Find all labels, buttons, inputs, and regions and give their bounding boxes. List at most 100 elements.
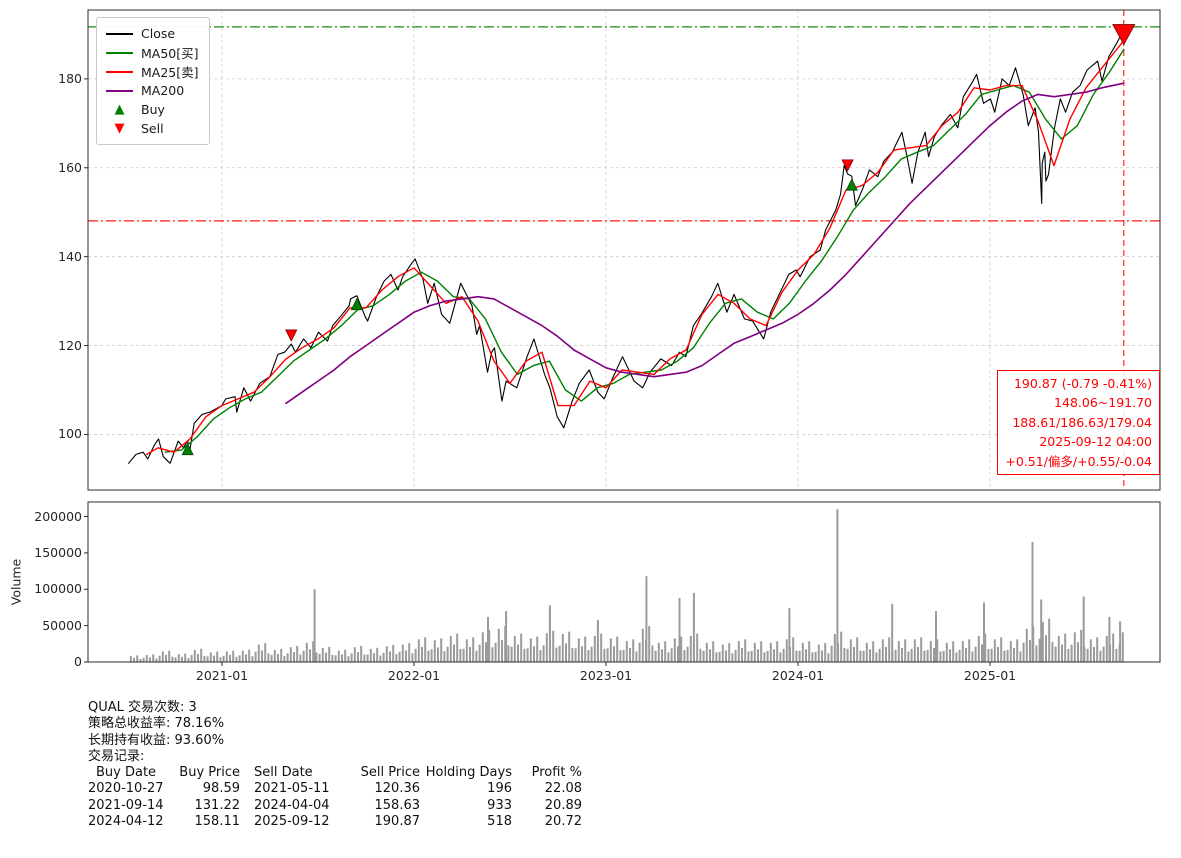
annotation-line: 188.61/186.63/179.04 bbox=[1012, 414, 1152, 430]
stats-block: QUAL 交易次数: 3 策略总收益率: 78.16% 长期持有收益: 93.6… bbox=[88, 700, 582, 830]
price-ytick-label: 160 bbox=[58, 159, 82, 175]
volume-spike-bar bbox=[891, 603, 894, 662]
legend-item-ma25: MA25[卖] bbox=[106, 62, 199, 81]
trade-table-cell: 190.87 bbox=[374, 814, 421, 830]
trade-table-cell: 518 bbox=[487, 814, 512, 830]
trade-table-cell: 2025-09-12 bbox=[254, 814, 330, 830]
legend-label: Buy bbox=[141, 102, 165, 117]
sell-triangle-icon: ▼ bbox=[114, 121, 125, 136]
date-xtick-label: 2025-01 bbox=[963, 668, 1017, 683]
volume-spike-bar bbox=[645, 576, 648, 662]
price-ytick-label: 180 bbox=[58, 70, 82, 86]
ma25-line-swatch bbox=[106, 70, 133, 73]
trade-table-header: Buy Date Buy Price Sell Date Sell Price Hold… bbox=[88, 765, 582, 781]
volume-spike-bar bbox=[1108, 616, 1111, 662]
trade-table-cell: 120.36 bbox=[374, 781, 421, 797]
trade-table-header-cell: Buy Date bbox=[96, 765, 157, 781]
volume-spike-bar bbox=[1040, 599, 1043, 662]
date-xtick-label: 2024-01 bbox=[771, 668, 825, 683]
trade-table-cell: 22.08 bbox=[544, 781, 582, 797]
annotation-line: 190.87 (-0.79 -0.41%) bbox=[1013, 376, 1152, 391]
trade-table-cell: 2024-04-04 bbox=[254, 797, 330, 813]
sell-marker bbox=[841, 159, 854, 172]
volume-spike-bar bbox=[935, 611, 937, 662]
ma50-line-swatch bbox=[106, 51, 133, 54]
price-annotation: 190.87 (-0.79 -0.41%) 148.06~191.70 188.… bbox=[997, 370, 1160, 476]
sell-marker bbox=[1112, 24, 1136, 46]
trade-table-row: 2020-10-27 98.59 2021-05-11 120.36 196 22.08 bbox=[88, 781, 582, 797]
trade-table-cell: 933 bbox=[487, 797, 512, 813]
trade-table-cell: 2024-04-12 bbox=[88, 814, 164, 830]
trade-table-header-cell: Holding Days bbox=[425, 765, 512, 781]
legend-item-sell: ▼ Sell bbox=[106, 119, 199, 138]
trade-table-header-cell: Sell Price bbox=[360, 765, 420, 781]
annotation-line: 2025-09-12 04:00 bbox=[1039, 434, 1152, 450]
legend-item-ma50: MA50[买] bbox=[106, 43, 199, 62]
trade-table-header-cell: Sell Date bbox=[254, 765, 313, 781]
buy-triangle-icon: ▲ bbox=[114, 102, 125, 117]
volume-ytick-label: 200000 bbox=[34, 508, 82, 524]
trade-table-cell: 131.22 bbox=[194, 797, 241, 813]
trade-table-cell: 20.89 bbox=[544, 797, 582, 813]
volume-spike-bar bbox=[983, 602, 985, 662]
close-line-swatch bbox=[106, 32, 133, 35]
date-xtick-label: 2023-01 bbox=[579, 668, 633, 683]
legend-label: Sell bbox=[141, 121, 164, 136]
trade-table-cell: 2021-05-11 bbox=[254, 781, 330, 797]
trade-table-cell: 20.72 bbox=[544, 814, 582, 830]
legend-label: Close bbox=[141, 26, 176, 41]
volume-ytick-label: 0 bbox=[74, 654, 82, 669]
volume-spike-bar bbox=[487, 616, 489, 662]
legend-item-close: Close bbox=[106, 24, 199, 43]
volume-spike-bar bbox=[596, 619, 599, 662]
buy-marker bbox=[181, 442, 194, 456]
trade-table-row: 2024-04-12 158.11 2025-09-12 190.87 518 20.72 bbox=[88, 814, 582, 830]
volume-spike-bar bbox=[548, 605, 551, 662]
volume-spike-bar bbox=[1119, 621, 1122, 662]
volume-chart-canvas bbox=[84, 501, 1161, 666]
trade-table-cell: 158.11 bbox=[194, 814, 241, 830]
price-chart: Close MA50[买] MA25[卖] MA200 ▲ Buy ▼ Sell bbox=[84, 9, 1161, 491]
chart-legend: Close MA50[买] MA25[卖] MA200 ▲ Buy ▼ Sell bbox=[96, 17, 210, 145]
strategy-return-line: 策略总收益率: 78.16% bbox=[88, 716, 225, 732]
trade-table-header-cell: Buy Price bbox=[179, 765, 240, 781]
trade-table-cell: 158.63 bbox=[374, 797, 421, 813]
volume-ytick-label: 150000 bbox=[34, 544, 82, 560]
volume-spike-bar bbox=[1082, 596, 1085, 662]
buy-marker bbox=[350, 297, 363, 311]
trade-table-header-cell: Profit % bbox=[531, 765, 582, 781]
price-ytick-label: 120 bbox=[58, 337, 82, 353]
volume-chart bbox=[84, 501, 1161, 666]
legend-item-ma200: MA200 bbox=[106, 81, 199, 100]
volume-spike-bar bbox=[678, 598, 681, 662]
date-xtick-label: 2021-01 bbox=[195, 668, 249, 683]
volume-spike-bar bbox=[505, 611, 508, 662]
trade-table-cell: 2021-09-14 bbox=[88, 797, 164, 813]
annotation-line: 148.06~191.70 bbox=[1054, 395, 1152, 411]
buy-marker bbox=[845, 178, 858, 191]
trade-table-cell: 98.59 bbox=[202, 781, 240, 797]
trade-count-line: QUAL 交易次数: 3 bbox=[88, 700, 197, 715]
buyhold-return-line: 长期持有收益: 93.60% bbox=[88, 732, 225, 748]
volume-spike-bar bbox=[313, 589, 316, 662]
legend-item-buy: ▲ Buy bbox=[106, 100, 199, 119]
ma200-line-swatch bbox=[106, 89, 133, 92]
annotation-line: +0.51/偏多/+0.55/-0.04 bbox=[1005, 453, 1152, 469]
volume-spike-bar bbox=[788, 608, 791, 662]
trade-table-row: 2021-09-14 131.22 2024-04-04 158.63 933 20.89 bbox=[88, 798, 582, 814]
legend-label: MA50[买] bbox=[141, 46, 199, 61]
volume-ytick-label: 50000 bbox=[42, 617, 82, 633]
trade-table-cell: 2020-10-27 bbox=[88, 781, 164, 797]
trade-table-cell: 196 bbox=[487, 781, 512, 797]
legend-label: MA25[卖] bbox=[141, 65, 199, 80]
legend-label: MA200 bbox=[141, 83, 185, 98]
date-xtick-label: 2022-01 bbox=[387, 668, 441, 683]
volume-spike-bar bbox=[836, 509, 839, 662]
volume-ytick-label: 100000 bbox=[34, 581, 82, 597]
trade-table: Buy Date Buy Price Sell Date Sell Price Hold… bbox=[88, 765, 582, 830]
price-ytick-label: 140 bbox=[58, 248, 82, 264]
volume-spike-bar bbox=[1031, 542, 1034, 662]
volume-spike-bar bbox=[692, 592, 695, 662]
trade-log-title: 交易记录: bbox=[88, 748, 145, 764]
